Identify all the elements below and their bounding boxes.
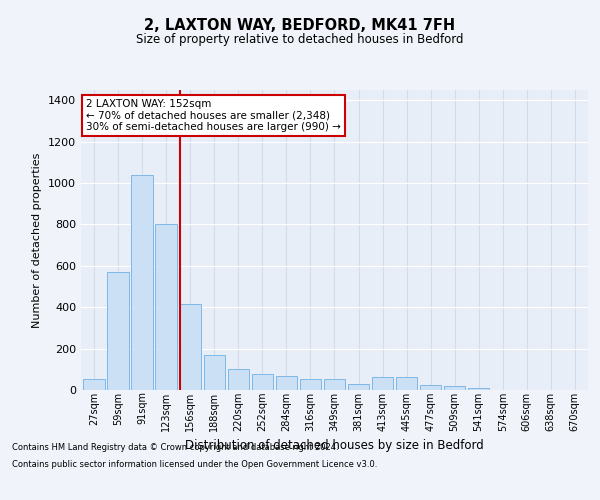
Bar [275, 376, 297, 390]
Bar [323, 378, 346, 390]
Bar [83, 378, 105, 390]
Text: 2 LAXTON WAY: 152sqm
← 70% of detached houses are smaller (2,348)
30% of semi-de: 2 LAXTON WAY: 152sqm ← 70% of detached h… [86, 99, 341, 132]
Text: Contains public sector information licensed under the Open Government Licence v3: Contains public sector information licen… [12, 460, 377, 469]
Bar [179, 304, 201, 390]
Text: Size of property relative to detached houses in Bedford: Size of property relative to detached ho… [136, 32, 464, 46]
Text: Contains HM Land Registry data © Crown copyright and database right 2024.: Contains HM Land Registry data © Crown c… [12, 442, 338, 452]
Bar [203, 355, 225, 390]
Y-axis label: Number of detached properties: Number of detached properties [32, 152, 43, 328]
Bar [468, 388, 490, 390]
Bar [227, 370, 249, 390]
Text: 2, LAXTON WAY, BEDFORD, MK41 7FH: 2, LAXTON WAY, BEDFORD, MK41 7FH [145, 18, 455, 32]
Bar [251, 374, 273, 390]
Bar [131, 175, 153, 390]
Bar [444, 386, 466, 390]
Bar [348, 384, 370, 390]
X-axis label: Distribution of detached houses by size in Bedford: Distribution of detached houses by size … [185, 439, 484, 452]
Bar [396, 376, 418, 390]
Bar [372, 376, 394, 390]
Bar [107, 272, 129, 390]
Bar [299, 378, 321, 390]
Bar [155, 224, 177, 390]
Bar [420, 386, 442, 390]
